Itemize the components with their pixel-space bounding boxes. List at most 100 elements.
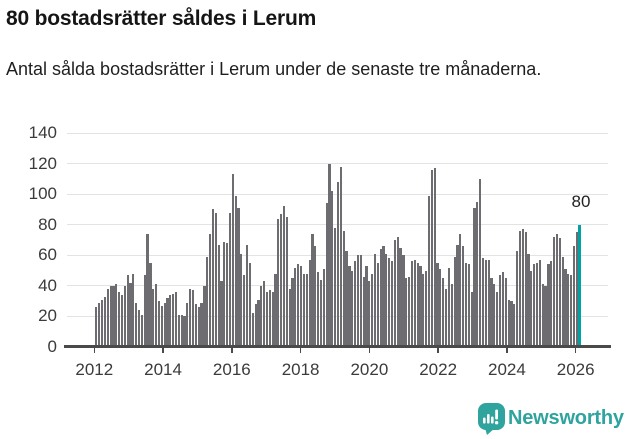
bar xyxy=(254,304,257,347)
bar xyxy=(155,284,158,347)
bar xyxy=(169,295,172,347)
brand-logo-link[interactable]: Newsworthy xyxy=(478,403,628,436)
bar xyxy=(527,253,530,347)
x-axis-tick-label: 2026 xyxy=(556,360,595,379)
bar xyxy=(115,284,118,347)
bar xyxy=(544,285,547,347)
bar xyxy=(575,232,578,347)
x-axis-tick xyxy=(299,348,302,353)
bar xyxy=(507,299,510,347)
bar xyxy=(189,288,192,347)
bar xyxy=(274,273,277,347)
bar xyxy=(530,270,533,347)
bar xyxy=(166,298,169,347)
bar xyxy=(143,275,146,347)
bar-chart xyxy=(67,132,609,347)
highlighted-bar xyxy=(578,224,581,347)
bar xyxy=(280,214,283,347)
bar xyxy=(348,266,351,347)
bar xyxy=(408,276,411,347)
bar xyxy=(359,255,362,347)
bar xyxy=(265,291,269,347)
bar xyxy=(473,207,476,347)
bar xyxy=(373,253,377,347)
y-axis-tick-label: 100 xyxy=(28,184,57,204)
x-axis-tick-label: 2012 xyxy=(75,360,114,379)
brand-wordmark: Newsworthy xyxy=(508,407,624,429)
bar xyxy=(268,290,271,347)
bar xyxy=(402,255,405,347)
bar xyxy=(172,293,175,347)
bar xyxy=(518,230,522,347)
bar xyxy=(137,310,141,347)
bar xyxy=(95,307,98,347)
bar xyxy=(456,244,459,347)
bar xyxy=(462,246,465,347)
bar xyxy=(388,258,391,347)
newsworthy-speech-bubble-chart-icon xyxy=(478,403,505,435)
bar xyxy=(322,269,325,347)
bar xyxy=(277,218,280,347)
bar xyxy=(163,302,166,347)
bar xyxy=(351,270,354,347)
bar xyxy=(206,256,209,347)
bar xyxy=(393,240,396,347)
bar xyxy=(319,279,323,347)
bar xyxy=(231,174,234,347)
bar xyxy=(317,272,320,347)
bar xyxy=(240,253,243,347)
bar xyxy=(299,266,303,347)
y-axis-tick-label: 60 xyxy=(38,245,57,265)
bar xyxy=(180,314,183,347)
x-axis-tick xyxy=(506,348,508,353)
y-axis-tick-label: 140 xyxy=(28,123,57,142)
bar xyxy=(356,255,360,347)
last-value-label: 80 xyxy=(571,192,591,211)
bar xyxy=(561,256,564,347)
chart-subtitle: Antal sålda bostadsrätter i Lerum under … xyxy=(6,59,542,79)
x-axis-line xyxy=(64,345,611,348)
bar xyxy=(328,163,331,347)
bar xyxy=(251,313,254,347)
y-axis-tick-label: 0 xyxy=(47,337,57,356)
bar xyxy=(106,288,109,347)
bar xyxy=(422,273,425,347)
bar xyxy=(496,291,499,347)
bar xyxy=(405,278,408,347)
bar xyxy=(245,244,249,347)
bar xyxy=(297,264,300,347)
bar xyxy=(365,266,368,347)
bar xyxy=(257,299,260,347)
bar xyxy=(103,296,107,347)
y-axis-tick-label: 80 xyxy=(38,214,57,234)
bar xyxy=(567,273,570,347)
bar xyxy=(427,195,431,347)
x-axis-tick-label: 2020 xyxy=(350,360,389,379)
bar xyxy=(291,278,294,347)
bar xyxy=(129,282,132,347)
bar xyxy=(285,217,288,347)
bar xyxy=(558,238,561,347)
bar xyxy=(302,273,306,347)
bar xyxy=(311,233,314,347)
x-axis-tick xyxy=(162,348,164,353)
x-axis-tick xyxy=(574,348,577,353)
bar xyxy=(271,291,274,347)
x-axis-tick-label: 2018 xyxy=(281,360,320,379)
bar xyxy=(339,166,342,347)
bar xyxy=(331,191,334,347)
bar xyxy=(191,290,195,347)
bar xyxy=(157,301,161,347)
bar xyxy=(288,288,291,347)
bar xyxy=(555,233,559,347)
bar xyxy=(572,246,576,347)
bar xyxy=(234,195,237,347)
bar xyxy=(140,314,143,347)
bar xyxy=(194,304,197,347)
bar xyxy=(493,284,496,347)
bar xyxy=(228,212,232,347)
bar xyxy=(308,259,311,347)
y-axis-tick-label: 120 xyxy=(28,153,57,173)
bar xyxy=(152,288,155,347)
